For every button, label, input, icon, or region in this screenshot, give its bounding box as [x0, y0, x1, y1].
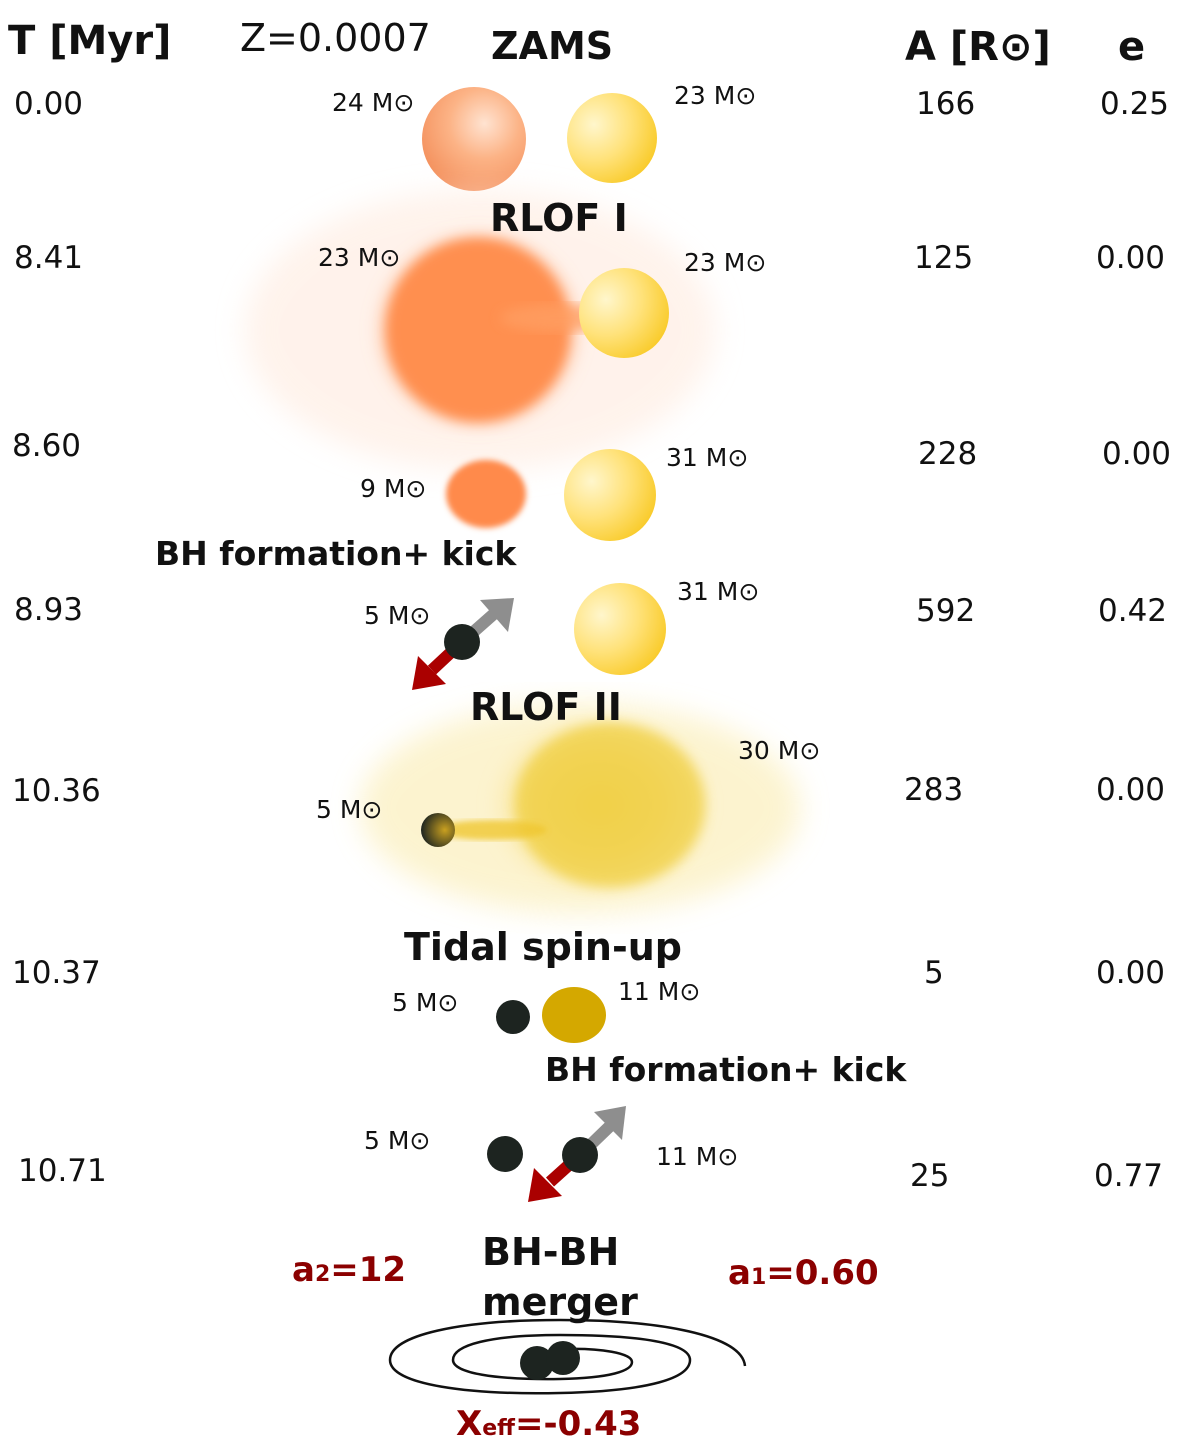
zams-primary-star [422, 87, 526, 191]
mass-label-secondary: 23 M⊙ [684, 248, 767, 277]
separation-value: 5 [924, 955, 944, 991]
kick-arrow-red-2-head [528, 1168, 562, 1202]
chi-eff-label: Xeff=-0.43 [456, 1404, 642, 1444]
time-value: 0.00 [14, 86, 84, 122]
kick-arrow-red-1-head [412, 656, 446, 690]
rlof2-envelope [360, 703, 800, 913]
mass-label-primary: 23 M⊙ [318, 243, 401, 272]
rlof1-envelope [245, 190, 715, 470]
separation-value: 25 [910, 1158, 950, 1194]
mass-label-primary: 5 M⊙ [392, 988, 459, 1017]
stage-label-rlof1: RLOF I [490, 196, 628, 240]
merging-bh-2 [546, 1341, 580, 1375]
bh-secondary-final [562, 1137, 598, 1173]
stage-label-merger-line2: merger [482, 1280, 638, 1324]
stage-label-zams: ZAMS [491, 24, 614, 68]
stage-label-tidal-spin-up: Tidal spin-up [404, 925, 682, 969]
metallicity-label: Z=0.0007 [240, 16, 431, 60]
mass-label-primary: 24 M⊙ [332, 88, 415, 117]
wolf-rayet-star [542, 987, 606, 1043]
separation-value: 166 [916, 86, 976, 122]
row4-companion-star [574, 583, 666, 675]
eccentricity-value: 0.77 [1094, 1158, 1164, 1194]
separation-value: 283 [904, 772, 964, 808]
stage-label-rlof2: RLOF II [470, 685, 622, 729]
rlof1-companion-star [579, 268, 669, 358]
time-value: 10.36 [12, 773, 101, 809]
eccentricity-value: 0.25 [1100, 86, 1170, 122]
row3-companion-star [564, 449, 656, 541]
separation-value: 125 [914, 240, 974, 276]
separation-column-header: A [R⊙] [905, 24, 1051, 70]
mass-label-secondary: 31 M⊙ [666, 443, 749, 472]
eccentricity-value: 0.00 [1096, 240, 1166, 276]
time-value: 8.60 [12, 428, 82, 464]
eccentricity-value: 0.42 [1098, 593, 1168, 629]
mass-label-secondary: 23 M⊙ [674, 81, 757, 110]
stripped-helium-star [446, 460, 526, 528]
bh-primary-final [487, 1136, 523, 1172]
merger-spiral [388, 1318, 747, 1395]
time-column-header: T [Myr] [8, 18, 172, 64]
bh-tidal-row [496, 1000, 530, 1034]
merging-bh-1 [520, 1346, 554, 1380]
time-value: 10.37 [12, 955, 101, 991]
eccentricity-column-header: e [1118, 24, 1146, 70]
mass-label-secondary: 11 M⊙ [618, 977, 701, 1006]
eccentricity-value: 0.00 [1096, 772, 1166, 808]
first-black-hole [444, 624, 480, 660]
stage-label-bh-kick-1: BH formation+ kick [155, 534, 517, 573]
time-value: 8.93 [14, 592, 84, 628]
mass-label-secondary: 11 M⊙ [656, 1142, 739, 1171]
separation-value: 592 [916, 593, 976, 629]
zams-secondary-star [567, 93, 657, 183]
stage-label-merger-line1: BH-BH [482, 1230, 620, 1274]
kick-arrow-gray-1-head [480, 598, 514, 632]
kick-arrow-gray-2-head [594, 1106, 626, 1140]
eccentricity-value: 0.00 [1096, 955, 1166, 991]
mass-label-primary: 5 M⊙ [364, 601, 431, 630]
time-value: 8.41 [14, 240, 84, 276]
accreting-black-hole [421, 813, 455, 847]
stage-label-bh-kick-2: BH formation+ kick [545, 1050, 907, 1089]
mass-label-primary: 9 M⊙ [360, 474, 427, 503]
eccentricity-value: 0.00 [1102, 436, 1172, 472]
mass-label-secondary: 31 M⊙ [677, 577, 760, 606]
mass-label-secondary: 30 M⊙ [738, 736, 821, 765]
separation-value: 228 [918, 436, 978, 472]
spin-a1-label: a1=0.60 [728, 1253, 879, 1293]
spin-a2-label: a2=12 [292, 1250, 407, 1290]
mass-label-primary: 5 M⊙ [364, 1126, 431, 1155]
time-value: 10.71 [18, 1153, 107, 1189]
mass-label-primary: 5 M⊙ [316, 795, 383, 824]
